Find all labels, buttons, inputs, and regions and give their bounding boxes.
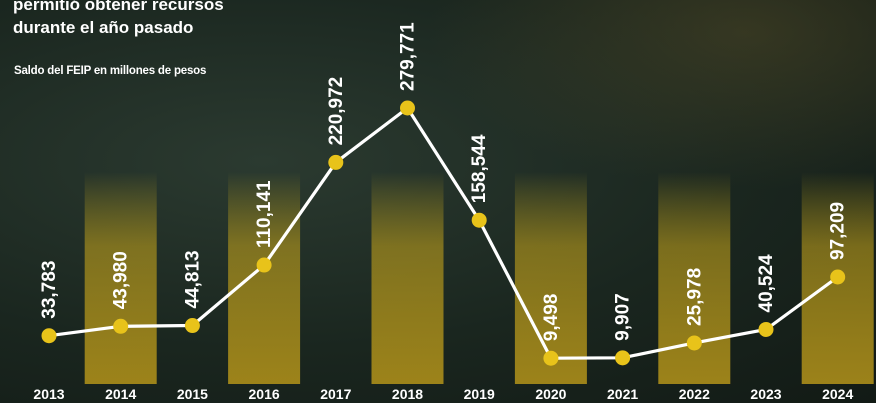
data-point-2022 (686, 335, 702, 351)
value-label-2021: 9,907 (613, 293, 634, 341)
x-tick-label-2022: 2022 (679, 386, 710, 402)
value-label-2024: 97,209 (828, 202, 849, 260)
x-tick-label-2024: 2024 (822, 386, 853, 402)
value-label-2013: 33,783 (39, 261, 60, 319)
value-label-2017: 220,972 (326, 77, 347, 146)
data-point-2020 (543, 350, 559, 366)
value-label-2022: 25,978 (684, 268, 705, 326)
data-point-2024 (830, 269, 846, 285)
data-point-2016 (256, 257, 272, 273)
x-tick-label-2021: 2021 (607, 386, 638, 402)
chart-subtitle: Saldo del FEIP en millones de pesos (14, 65, 207, 77)
x-tick-label-2023: 2023 (750, 386, 781, 402)
data-point-2013 (41, 328, 57, 344)
x-tick-label-2014: 2014 (105, 386, 136, 402)
column-band-2016 (228, 172, 301, 384)
headline-line-2: durante el año pasado (13, 18, 194, 37)
series-line (47, 106, 840, 360)
data-point-2019 (471, 212, 487, 228)
x-tick-label-2018: 2018 (392, 386, 423, 402)
value-label-2016: 110,141 (254, 180, 275, 248)
value-label-2019: 158,544 (469, 134, 490, 203)
value-label-2020: 9,498 (541, 294, 562, 342)
x-tick-label-2019: 2019 (464, 386, 495, 402)
data-point-2017 (328, 154, 344, 170)
data-point-2021 (615, 350, 631, 366)
column-band-2014 (84, 172, 157, 384)
x-tick-label-2020: 2020 (535, 386, 566, 402)
x-tick-label-2016: 2016 (249, 386, 280, 402)
value-label-2015: 44,813 (182, 250, 203, 308)
column-band-2018 (371, 172, 444, 384)
value-label-2023: 40,524 (756, 254, 777, 313)
value-label-2014: 43,980 (111, 251, 132, 309)
data-point-2015 (184, 318, 200, 334)
column-band-2020 (514, 172, 587, 384)
data-point-2023 (758, 321, 774, 337)
x-tick-label-2017: 2017 (320, 386, 351, 402)
data-point-2018 (400, 100, 415, 116)
x-tick-label-2015: 2015 (177, 386, 208, 402)
value-label-2018: 279,771 (398, 22, 419, 91)
x-tick-label-2013: 2013 (33, 386, 64, 402)
data-point-2014 (113, 318, 129, 334)
headline-line-1: permitió obtener recursos (13, 0, 224, 14)
